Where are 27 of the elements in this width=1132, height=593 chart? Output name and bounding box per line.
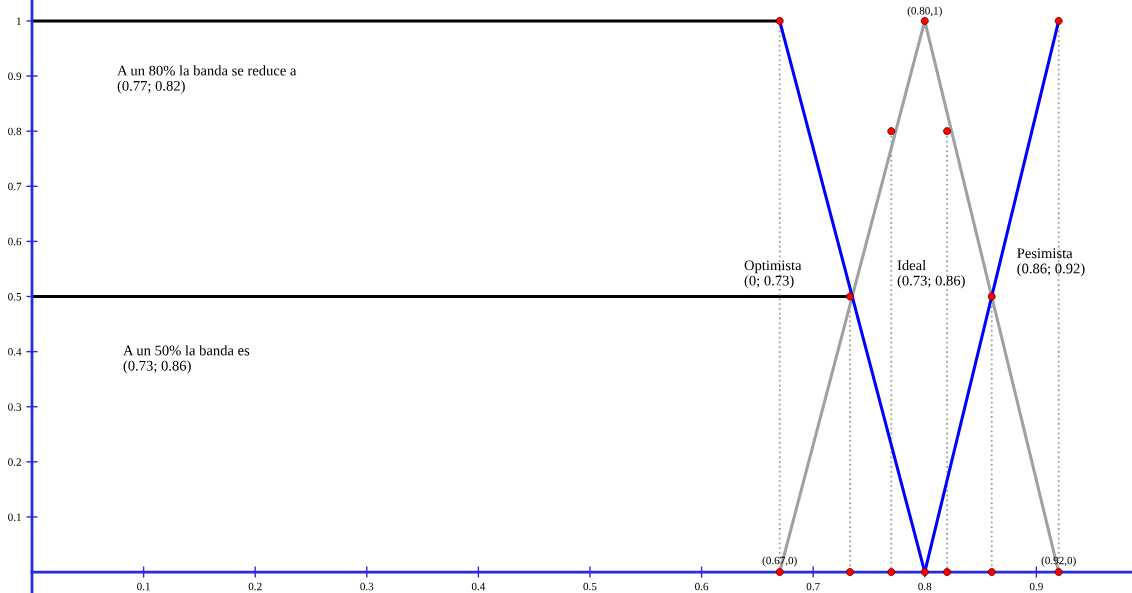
x-tick-label: 0.1: [137, 582, 150, 591]
y-tick-label: 0.2: [8, 458, 21, 466]
annotation: (0.67,0): [762, 556, 797, 567]
x-tick-label: 0.6: [695, 582, 709, 591]
y-tick-label: 0.8: [8, 127, 22, 136]
annotation: A un 80% la banda se reduce a (0.77; 0.82): [117, 65, 297, 94]
x-tick-label: 0.7: [806, 582, 820, 591]
annotation: Pesimista (0.86; 0.92): [1017, 248, 1085, 277]
annotation: A un 50% la banda es (0.73; 0.86): [123, 345, 250, 374]
x-tick-label: 0.2: [248, 582, 262, 591]
x-tick-label: 0.5: [583, 582, 597, 591]
x-tick-label: 0.4: [471, 582, 486, 591]
y-tick-label: 0.1: [8, 513, 21, 521]
y-tick-label: 0.9: [8, 72, 22, 81]
annotation: Optimista (0; 0.73): [744, 260, 802, 289]
y-tick-label: 0.4: [8, 348, 22, 356]
annotation: (0.80,1): [907, 6, 942, 17]
y-tick-label: 0.7: [8, 182, 22, 191]
x-tick-label: 0.9: [1029, 582, 1043, 591]
annotation: Ideal (0.73; 0.86): [897, 259, 965, 289]
annotation: (0.92,0): [1041, 556, 1076, 567]
y-tick-label: 1: [17, 17, 21, 25]
y-tick-label: 0.3: [8, 403, 22, 411]
x-tick-label: 0.3: [360, 582, 374, 591]
y-tick-label: 0.5: [8, 292, 22, 301]
y-tick-label: 0.6: [8, 237, 22, 246]
x-tick-label: 0.8: [918, 582, 932, 591]
